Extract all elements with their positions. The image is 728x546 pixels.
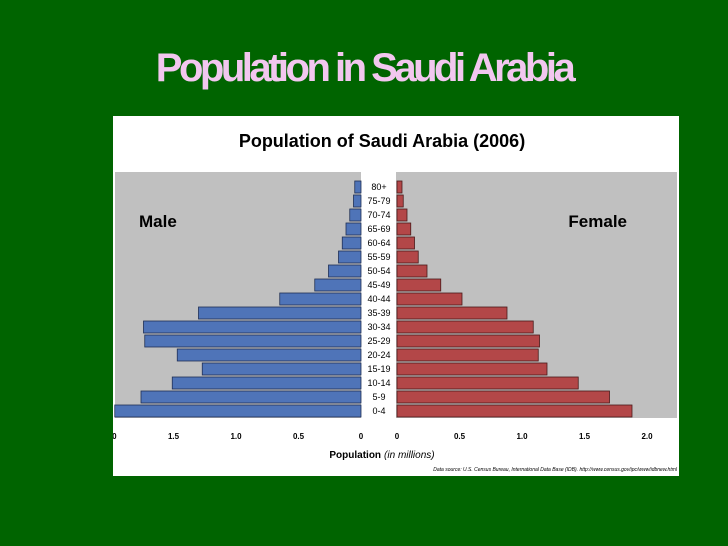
female-bar-0-4	[396, 404, 633, 418]
female-bar-5-9	[396, 390, 610, 404]
age-label-65-69: 65-69	[367, 224, 390, 234]
male-bar-0-4	[114, 404, 362, 418]
population-pyramid-chart: Population of Saudi Arabia (2006) Male F…	[113, 116, 679, 476]
female-tick-1.0: 1.0	[516, 432, 528, 441]
male-bar-65-69	[345, 222, 362, 236]
male-bar-25-29	[144, 334, 362, 348]
male-bar-55-59	[338, 250, 362, 264]
age-label-75-79: 75-79	[367, 196, 390, 206]
female-bar-20-24	[396, 348, 539, 362]
age-label-80+: 80+	[371, 182, 386, 192]
age-label-5-9: 5-9	[372, 392, 385, 402]
male-bar-10-14	[171, 376, 362, 390]
age-label-0-4: 0-4	[372, 406, 385, 416]
male-bar-30-34	[143, 320, 362, 334]
female-bar-80+	[396, 180, 403, 194]
female-bar-55-59	[396, 250, 419, 264]
male-bar-40-44	[279, 292, 362, 306]
male-bars	[114, 180, 362, 418]
age-group-labels: 80+ 75-79 70-74 65-69 60-64 55-59 50-54 45-49 40…	[367, 182, 390, 416]
age-label-25-29: 25-29	[367, 336, 390, 346]
female-bar-75-79	[396, 194, 404, 208]
female-bar-65-69	[396, 222, 412, 236]
age-label-30-34: 30-34	[367, 322, 390, 332]
female-bar-25-29	[396, 334, 540, 348]
male-tick-1.0: 1.0	[230, 432, 242, 441]
age-label-35-39: 35-39	[367, 308, 390, 318]
male-tick-0.5: 0.5	[293, 432, 305, 441]
chart-title: Population of Saudi Arabia (2006)	[239, 131, 525, 151]
male-tick-0: 0	[359, 432, 364, 441]
slide-title: Population in Saudi Arabia	[155, 46, 576, 90]
female-bar-35-39	[396, 306, 508, 320]
x-axis-ticks: 2.0 1.5 1.0 0.5 0 0 0.5 1.0 1.5 2.0	[113, 432, 653, 441]
age-label-10-14: 10-14	[367, 378, 390, 388]
male-bar-50-54	[328, 264, 362, 278]
male-bar-80+	[354, 180, 362, 194]
age-label-70-74: 70-74	[367, 210, 390, 220]
male-bar-15-19	[201, 362, 362, 376]
chart-panel: Population of Saudi Arabia (2006) Male F…	[113, 116, 679, 476]
male-bar-20-24	[176, 348, 362, 362]
male-bar-45-49	[314, 278, 362, 292]
female-bar-45-49	[396, 278, 442, 292]
female-series-label: Female	[568, 212, 627, 231]
male-bar-60-64	[341, 236, 362, 250]
male-bar-75-79	[353, 194, 362, 208]
data-source-note: Data source: U.S. Census Bureau, Interna…	[433, 467, 678, 473]
male-bar-5-9	[140, 390, 362, 404]
female-bar-40-44	[396, 292, 463, 306]
age-label-60-64: 60-64	[367, 238, 390, 248]
female-bar-10-14	[396, 376, 579, 390]
female-tick-1.5: 1.5	[579, 432, 591, 441]
male-tick-1.5: 1.5	[168, 432, 180, 441]
female-tick-0.5: 0.5	[454, 432, 466, 441]
age-label-40-44: 40-44	[367, 294, 390, 304]
age-label-50-54: 50-54	[367, 266, 390, 276]
age-label-15-19: 15-19	[367, 364, 390, 374]
female-bar-70-74	[396, 208, 408, 222]
x-axis-label: Population (in millions)	[329, 450, 434, 461]
age-label-45-49: 45-49	[367, 280, 390, 290]
age-label-55-59: 55-59	[367, 252, 390, 262]
female-bar-30-34	[396, 320, 534, 334]
female-bar-50-54	[396, 264, 428, 278]
female-tick-2.0: 2.0	[641, 432, 653, 441]
male-series-label: Male	[139, 212, 177, 231]
female-bar-15-19	[396, 362, 548, 376]
male-bar-35-39	[198, 306, 362, 320]
male-bar-70-74	[349, 208, 362, 222]
x-axis-label-unit: (in millions)	[384, 450, 435, 461]
age-label-20-24: 20-24	[367, 350, 390, 360]
female-tick-0: 0	[395, 432, 400, 441]
female-bars	[396, 180, 633, 418]
x-axis-label-main: Population	[329, 450, 381, 461]
male-tick-2.0: 2.0	[113, 432, 117, 441]
female-bar-60-64	[396, 236, 415, 250]
